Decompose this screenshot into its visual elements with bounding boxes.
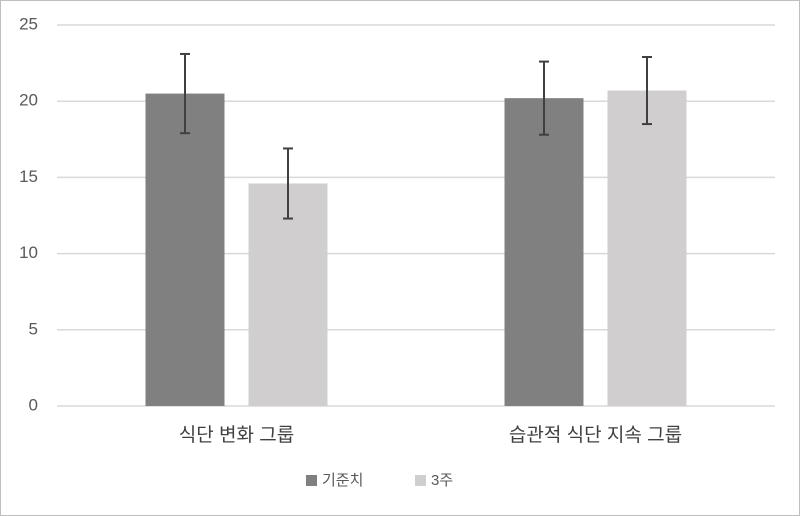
- x-tick-label: 식단 변화 그룹: [179, 424, 294, 446]
- legend-label: 기준치: [322, 472, 363, 489]
- x-tick-label: 습관적 식단 지속 그룹: [509, 424, 682, 446]
- bar: [248, 183, 328, 406]
- legend-swatch: [306, 475, 317, 486]
- y-tick-label: 15: [19, 167, 38, 186]
- y-tick-label: 0: [29, 395, 38, 414]
- y-tick-label: 20: [19, 91, 38, 110]
- y-tick-label: 10: [19, 243, 38, 262]
- bar: [607, 90, 687, 407]
- bar: [504, 98, 584, 406]
- legend-swatch: [415, 475, 426, 486]
- bar: [145, 93, 225, 406]
- legend-label: 3주: [431, 472, 453, 489]
- y-tick-label: 25: [19, 14, 38, 33]
- y-tick-label: 5: [29, 319, 38, 338]
